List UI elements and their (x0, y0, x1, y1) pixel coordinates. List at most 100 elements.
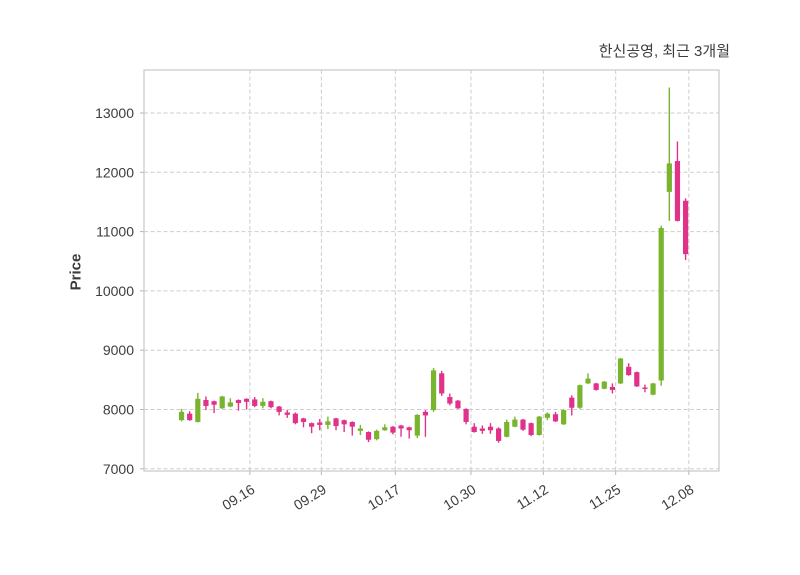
candle-down (520, 418, 526, 431)
candle-body (520, 419, 526, 430)
candle-body (309, 423, 315, 427)
candle-down (674, 141, 681, 222)
grid-layer (144, 70, 719, 471)
y-axis-label: Price (67, 253, 85, 291)
x-tick-label: 10.30 (440, 481, 478, 513)
candle-up (650, 382, 656, 396)
candle-up (666, 87, 672, 221)
candle-body (178, 411, 185, 421)
candle-body (528, 423, 534, 436)
x-tick-label: 11.12 (514, 481, 551, 513)
candle-down (211, 400, 217, 414)
candle-body (333, 418, 339, 427)
candle-down (365, 431, 372, 443)
candle-body (536, 416, 542, 436)
candle-down (243, 398, 250, 410)
candle-body (487, 426, 494, 431)
candle-body (382, 427, 388, 431)
candle-down (276, 405, 282, 416)
candle-body (504, 421, 510, 437)
candle-up (430, 367, 437, 412)
candle-body (569, 397, 575, 408)
candle-body (284, 412, 290, 415)
candle-body (430, 370, 437, 411)
candle-body (512, 419, 518, 427)
candle-body (195, 398, 201, 422)
candle-body (447, 397, 453, 404)
candle-body (479, 428, 485, 431)
candle-body (463, 408, 469, 422)
candle-layer (178, 87, 689, 443)
candle-body (325, 421, 331, 425)
candle-body (414, 414, 420, 436)
candle-body (471, 426, 477, 433)
candle-up (617, 357, 624, 385)
x-tick-label: 12.08 (658, 481, 696, 513)
candle-body (203, 400, 209, 406)
candle-up (195, 392, 201, 423)
y-tick-label: 11000 (96, 224, 134, 240)
candle-down (187, 411, 193, 421)
candle-up (601, 381, 607, 390)
chart-title: 한신공영, 최근 3개월 (598, 43, 730, 60)
candle-body (390, 426, 396, 433)
candle-body (406, 427, 412, 431)
candle-down (447, 393, 453, 406)
candle-body (609, 386, 616, 390)
candle-down (390, 426, 396, 435)
candle-body (544, 413, 550, 418)
candle-up (178, 408, 185, 422)
y-tick-label: 10000 (95, 283, 134, 299)
candle-down (471, 423, 477, 433)
candle-up (536, 416, 542, 436)
candle-down (626, 363, 632, 376)
candle-body (626, 366, 632, 376)
candle-body (439, 373, 445, 394)
candle-body (593, 383, 599, 390)
candle-body (341, 420, 347, 425)
candle-down (634, 371, 640, 387)
candle-down (317, 418, 323, 431)
candle-body (552, 414, 559, 422)
candle-down (292, 412, 298, 425)
candle-body (634, 372, 640, 387)
candle-down (333, 417, 339, 431)
candle-body (219, 396, 225, 409)
candle-down (528, 422, 534, 437)
candle-body (642, 387, 648, 389)
candle-body (292, 413, 298, 424)
candle-body (260, 401, 266, 406)
candle-down (682, 198, 689, 261)
candle-body (365, 432, 372, 440)
candle-up (512, 416, 518, 428)
candle-up (658, 225, 664, 386)
candle-up (227, 398, 233, 408)
candle-body (601, 381, 607, 389)
candle-down (642, 384, 648, 393)
candle-body (357, 428, 364, 431)
candle-down (398, 424, 404, 437)
candle-up (382, 424, 388, 431)
candle-up (585, 373, 591, 385)
candle-body (674, 161, 681, 221)
candle-body (268, 401, 274, 408)
y-tick-label: 13000 (95, 105, 134, 121)
candle-body (398, 425, 404, 429)
candle-up (414, 414, 420, 438)
candle-body (300, 418, 307, 422)
candle-body (422, 411, 429, 416)
candle-down (309, 422, 315, 434)
candle-body (561, 410, 567, 425)
candle-up (219, 395, 225, 409)
x-tick-label: 11.25 (586, 481, 623, 513)
candle-up (374, 429, 380, 441)
candle-down (406, 426, 412, 439)
candle-body (276, 406, 282, 412)
candle-body (374, 430, 380, 440)
y-tick-label: 12000 (95, 164, 134, 180)
candle-body (235, 400, 242, 403)
candle-body (658, 228, 664, 381)
candle-body (187, 413, 193, 421)
